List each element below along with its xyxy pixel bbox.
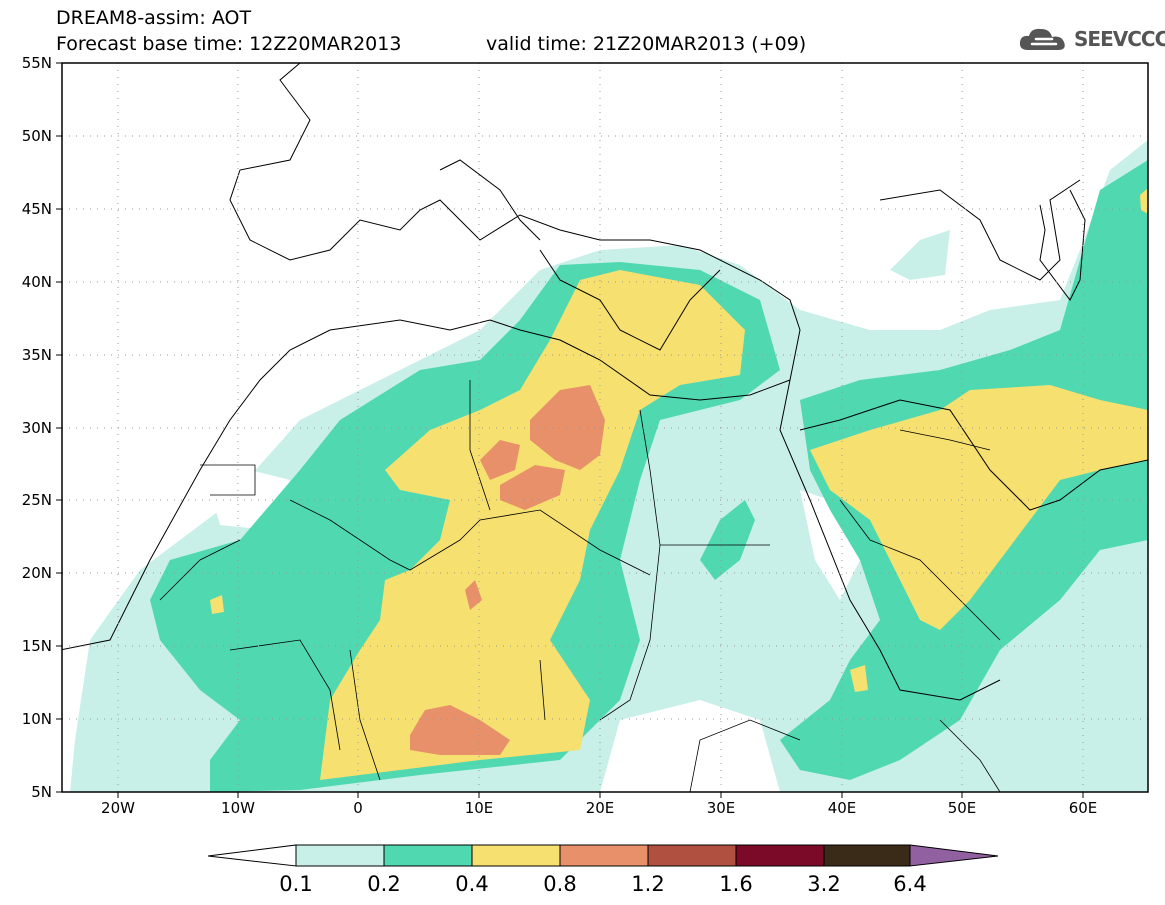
y-tick-label: 20N — [22, 564, 52, 582]
coastlines — [62, 63, 1148, 701]
seevccc-logo: SEEVCCC — [1018, 24, 1165, 54]
aot-region-0.1-ne — [890, 230, 950, 280]
country-borders — [159, 380, 1001, 792]
axis-ticks — [56, 62, 1084, 798]
aot-region-0.8-b — [480, 440, 520, 480]
aot-region-0.4-spot — [850, 665, 868, 692]
aot-field — [62, 63, 1148, 792]
y-tick-label: 5N — [31, 783, 52, 801]
aot-region-0.8-e — [410, 705, 510, 755]
colorbar-swatch — [295, 844, 385, 867]
logo-text: SEEVCCC — [1074, 27, 1165, 51]
aot-region-0.8-a — [530, 385, 605, 470]
x-tick-label: 50E — [948, 799, 977, 817]
y-tick-label: 30N — [22, 419, 52, 437]
colorbar-label: 0.4 — [455, 872, 489, 896]
colorbar-swatch — [383, 844, 473, 867]
colorbar-swatch — [823, 844, 911, 867]
colorbar-label: 1.6 — [719, 872, 753, 896]
aot-region-0.2-nile — [700, 500, 755, 580]
colorbar-label: 1.2 — [631, 872, 665, 896]
colorbar — [207, 844, 999, 867]
graticule — [62, 63, 1148, 792]
colorbar-low-arrow — [207, 844, 297, 867]
y-tick-label: 40N — [22, 273, 52, 291]
colorbar-swatch — [559, 844, 649, 867]
x-tick-label: 10E — [465, 799, 494, 817]
colorbar-label: 0.2 — [367, 872, 401, 896]
x-tick-label: 10W — [221, 799, 255, 817]
y-tick-label: 25N — [22, 491, 52, 509]
aot-region-0.4-arabia — [810, 385, 1148, 630]
aot-region-0.4 — [320, 270, 745, 780]
valid-time: valid time: 21Z20MAR2013 (+09) — [486, 33, 807, 55]
colorbar-swatch — [471, 844, 561, 867]
x-tick-label: 40E — [828, 799, 857, 817]
aot-region-0.4-ne — [1140, 188, 1148, 214]
y-tick-label: 15N — [22, 637, 52, 655]
x-axis-labels: 20W 10W 0 10E 20E 30E 40E 50E 60E — [101, 799, 1097, 817]
colorbar-swatch — [735, 844, 825, 867]
colorbar-high-arrow — [909, 844, 999, 867]
y-axis-labels: 55N 50N 45N 40N 35N 30N 25N 20N 15N 10N … — [22, 54, 52, 801]
x-tick-label: 30E — [707, 799, 736, 817]
aot-region-0.8-c — [500, 465, 565, 510]
colorbar-swatch — [647, 844, 737, 867]
time-line: Forecast base time: 12Z20MAR2013 valid ti… — [56, 33, 806, 55]
colorbar-label: 3.2 — [807, 872, 841, 896]
cloud-icon — [1019, 28, 1065, 50]
y-tick-label: 50N — [22, 127, 52, 145]
y-tick-label: 55N — [22, 54, 52, 72]
y-tick-label: 35N — [22, 346, 52, 364]
y-tick-label: 45N — [22, 200, 52, 218]
aot-region-0.8-d — [465, 580, 482, 610]
x-tick-label: 60E — [1069, 799, 1098, 817]
base-time: Forecast base time: 12Z20MAR2013 — [56, 33, 402, 55]
colorbar-label: 0.8 — [543, 872, 577, 896]
aot-region-0.4-w — [210, 595, 224, 614]
colorbar-label: 6.4 — [893, 872, 927, 896]
model-title: DREAM8-assim: AOT — [56, 7, 252, 29]
x-tick-label: 20E — [586, 799, 615, 817]
y-tick-label: 10N — [22, 710, 52, 728]
x-tick-label: 20W — [101, 799, 135, 817]
x-tick-label: 0 — [353, 799, 363, 817]
colorbar-label: 0.1 — [279, 872, 313, 896]
